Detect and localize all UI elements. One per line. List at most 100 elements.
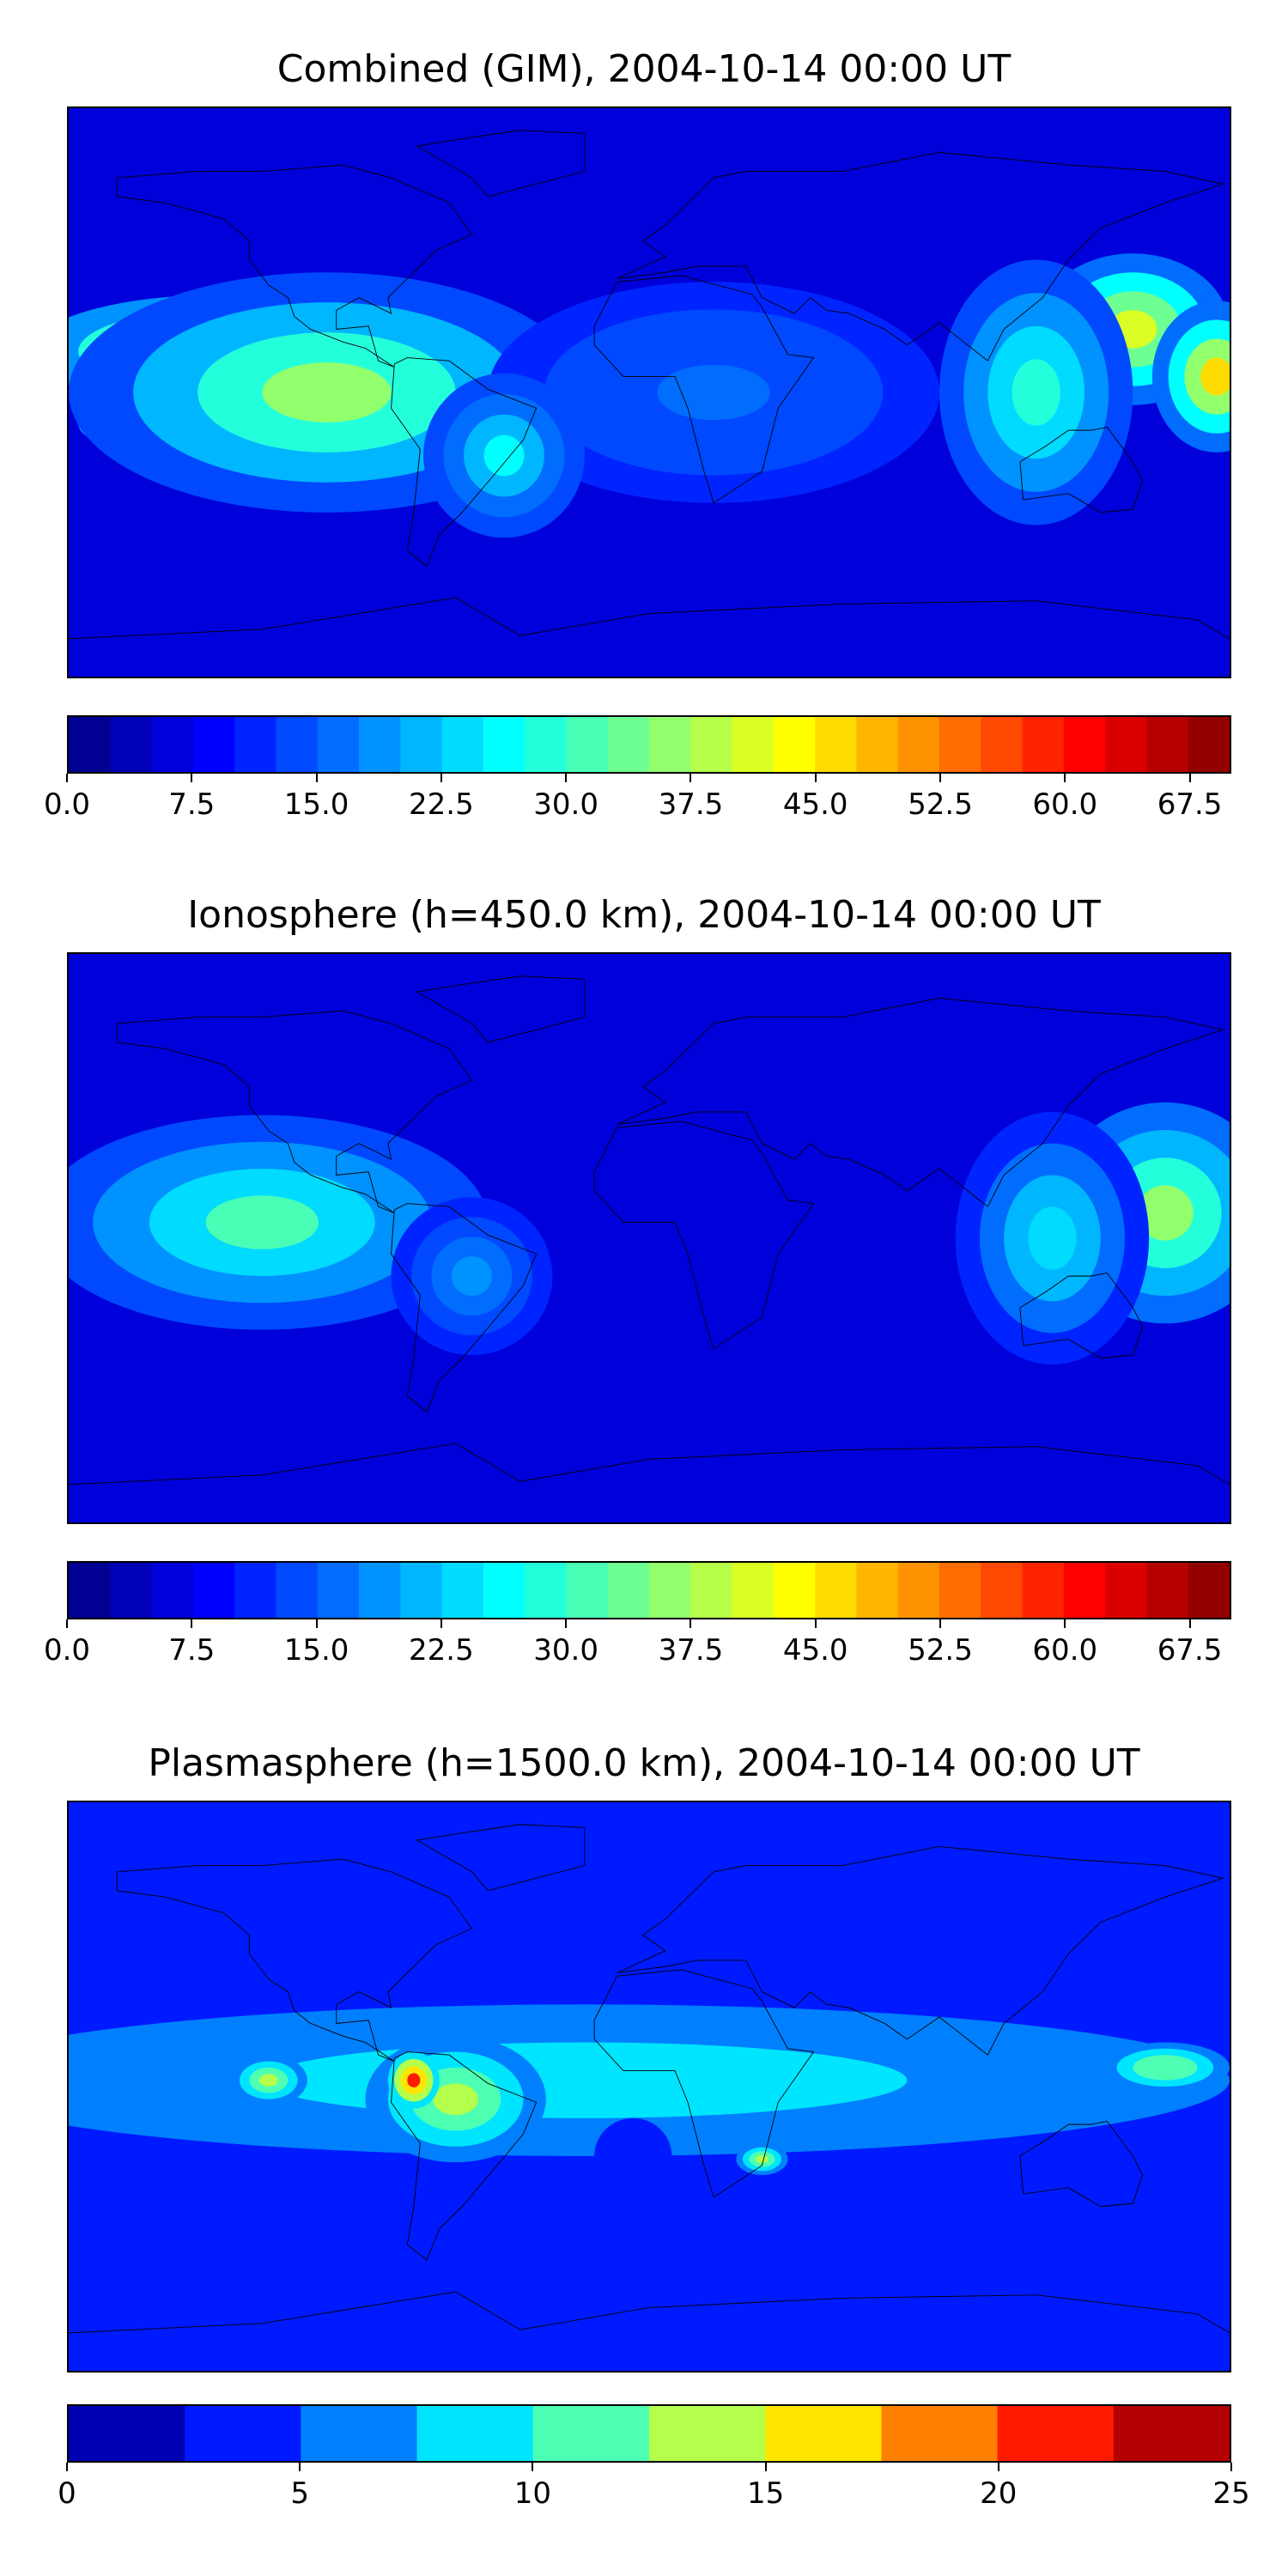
colorbar-swatch-19 (856, 1563, 899, 1618)
colorbar-tick-label: 15.0 (283, 787, 349, 822)
map-plasmasphere (67, 1801, 1231, 2372)
colorbar-swatch-8 (997, 2406, 1115, 2461)
colorbar-swatch-6 (317, 1563, 360, 1618)
field-feature-4-level-3 (1028, 1206, 1077, 1270)
coastline-4 (594, 1970, 813, 2197)
colorbar-tick-label: 0.0 (43, 1633, 91, 1668)
colorbar-swatch-15 (690, 1563, 733, 1618)
colorbar-ionosphere (67, 1561, 1231, 1619)
coastline-3 (617, 152, 1223, 361)
colorbar-tick-label: 0 (58, 2476, 76, 2511)
colorbar-swatch-1 (110, 1563, 153, 1618)
colorbar-swatch-18 (815, 717, 858, 772)
coastlines-plasmasphere (69, 1825, 1230, 2333)
field-feature-3-level-3 (262, 362, 392, 422)
colorbar-swatch-25 (1105, 717, 1148, 772)
colorbar-tick-mark (690, 1619, 692, 1628)
colorbar-tick-mark (315, 1619, 318, 1628)
coastline-6 (69, 2292, 1230, 2333)
colorbar-swatch-17 (773, 717, 816, 772)
colorbar-tick-label: 30.0 (533, 1633, 598, 1668)
colorbar-tick-mark (939, 1619, 941, 1628)
colorbar-swatch-4 (234, 717, 277, 772)
colorbar-swatch-14 (649, 1563, 691, 1618)
colorbar-swatch-10 (483, 717, 526, 772)
colorbar-tick-mark (997, 2463, 999, 2471)
colorbar-swatch-8 (400, 717, 443, 772)
colorbar-swatch-12 (566, 1563, 609, 1618)
field-feature-3-level-3 (1137, 1185, 1194, 1241)
field-feature-2-level-3 (407, 2073, 421, 2087)
colorbar-swatch-9 (1113, 2406, 1230, 2461)
colorbar-swatch-0 (69, 717, 111, 772)
colorbar-tick-label: 60.0 (1032, 1633, 1098, 1668)
field-feature-5-level-3 (1200, 357, 1230, 396)
colorbar-swatch-23 (1022, 1563, 1065, 1618)
colorbar-swatch-21 (939, 1563, 981, 1618)
colorbar-swatch-16 (732, 717, 775, 772)
coastline-3 (617, 998, 1223, 1206)
panel-title-plasmasphere: Plasmasphere (h=1500.0 km), 2004-10-14 0… (148, 1741, 1140, 1785)
colorbar-ticks-plasmasphere: 0 5 10 15 20 25 (58, 2463, 1250, 2514)
colorbar-tick-label: 52.5 (908, 1633, 973, 1668)
colorbar-tick-label: 15 (746, 2476, 785, 2511)
colorbar-swatch-3 (416, 2406, 534, 2461)
colorbar-swatch-14 (649, 717, 691, 772)
colorbar-tick-mark (1230, 2463, 1232, 2471)
coastlines-combined (69, 131, 1230, 639)
colorbar-swatch-24 (1063, 1563, 1106, 1618)
colorbar-swatch-24 (1063, 717, 1106, 772)
heatmap-combined (69, 108, 1230, 677)
field-feature-3-level-3 (258, 2074, 279, 2087)
colorbar-tick-mark (299, 2463, 301, 2471)
colorbar-swatch-3 (192, 1563, 235, 1618)
coastline-0 (117, 165, 471, 367)
coastline-1 (392, 358, 537, 567)
coastline-5 (1020, 2121, 1143, 2206)
colorbar-swatch-2 (151, 717, 194, 772)
colorbar-tick-label: 67.5 (1157, 787, 1223, 822)
colorbar-swatch-27 (1188, 1563, 1230, 1618)
colorbar-swatch-5 (649, 2406, 766, 2461)
colorbar-swatch-16 (732, 1563, 775, 1618)
colorbar-tick-mark (764, 2463, 767, 2471)
colorbar-swatch-6 (765, 2406, 883, 2461)
colorbar-swatch-22 (981, 717, 1024, 772)
coastline-5 (1020, 1273, 1143, 1358)
colorbar-swatch-19 (856, 717, 899, 772)
colorbar-swatch-11 (525, 717, 568, 772)
colorbar-tick-label: 60.0 (1032, 787, 1098, 822)
colorbar-tick-mark (440, 774, 442, 782)
colorbar-tick-mark (191, 1619, 193, 1628)
colorbar-swatch-26 (1146, 717, 1189, 772)
field-feature-4-level-3 (623, 2146, 643, 2166)
colorbar-swatch-0 (69, 2406, 185, 2461)
colorbar-swatch-5 (276, 1563, 319, 1618)
coastline-5 (1020, 427, 1143, 512)
colorbar-tick-label: 0.0 (43, 787, 91, 822)
colorbar-swatch-12 (566, 717, 609, 772)
colorbar-swatch-6 (317, 717, 360, 772)
colorbar-tick-label: 52.5 (908, 787, 973, 822)
colorbar-swatch-2 (301, 2406, 418, 2461)
coastline-1 (392, 2052, 537, 2261)
colorbar-swatch-25 (1105, 1563, 1148, 1618)
colorbar-swatch-0 (69, 1563, 111, 1618)
colorbar-swatch-20 (897, 1563, 940, 1618)
field-feature-5-level-3 (755, 2154, 769, 2164)
colorbar-tick-label: 22.5 (408, 787, 474, 822)
colorbar-tick-label: 15.0 (283, 1633, 349, 1668)
colorbar-tick-mark (690, 774, 692, 782)
coastline-3 (617, 1846, 1223, 2055)
colorbar-tick-mark (565, 774, 568, 782)
coastline-1 (392, 1204, 537, 1413)
field-feature-1-level-3 (433, 2083, 478, 2116)
colorbar-swatch-13 (607, 717, 650, 772)
field-feature-2-level-3 (205, 1195, 319, 1249)
panel-title-combined: Combined (GIM), 2004-10-14 00:00 UT (276, 47, 1012, 91)
colorbar-tick-mark (532, 2463, 534, 2471)
colorbar-tick-mark (814, 774, 817, 782)
colorbar-swatch-9 (441, 717, 484, 772)
colorbar-swatch-3 (192, 717, 235, 772)
coastline-6 (69, 598, 1230, 639)
